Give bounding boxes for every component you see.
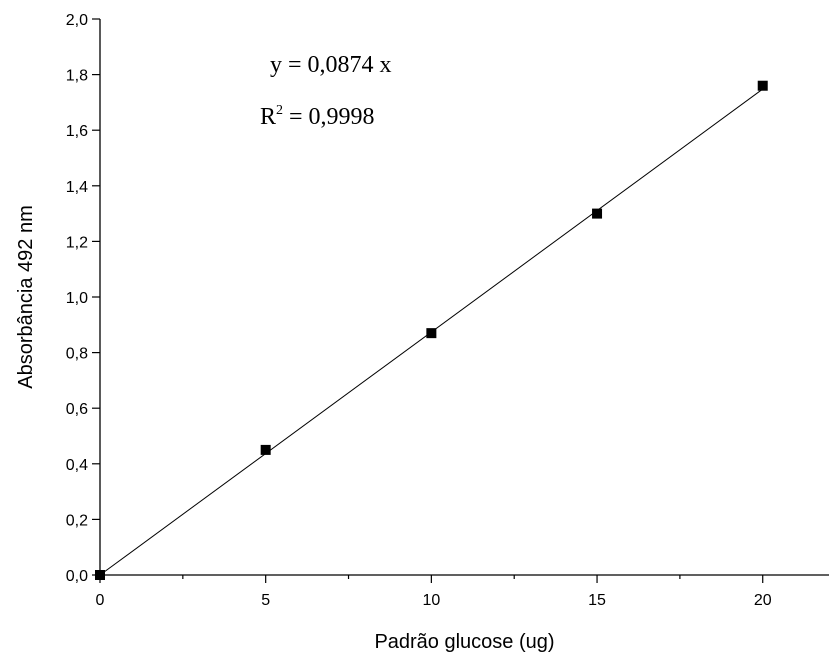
y-tick-label: 2,0: [66, 12, 88, 29]
x-tick-label: 5: [261, 592, 270, 609]
equation-annotation: y = 0,0874 x: [270, 52, 392, 78]
r2-exponent: 2: [276, 103, 283, 118]
data-point: [260, 444, 271, 455]
y-tick-label: 1,2: [66, 234, 88, 251]
y-ticks: 0,0 0,2 0,4 0,6 0,8 1,0 1,2 1,4 1,6 1,8 2,0: [66, 12, 100, 585]
y-axis-title: Absorbância 492 nm: [15, 205, 37, 388]
axes: [99, 19, 829, 576]
data-point: [95, 570, 105, 580]
r2-prefix: R: [260, 104, 276, 130]
y-tick-label: 1,0: [66, 290, 88, 307]
y-tick-label: 1,6: [66, 123, 88, 140]
x-tick-label: 10: [422, 592, 440, 609]
r2-value: = 0,9998: [283, 104, 375, 130]
y-tick-label: 0,8: [66, 346, 88, 363]
y-tick-label: 0,6: [66, 401, 88, 418]
x-tick-label: 0: [96, 592, 105, 609]
data-points: [95, 80, 768, 580]
y-tick-label: 0,2: [66, 512, 88, 529]
y-tick-label: 1,4: [66, 179, 88, 196]
x-ticks: 0 5 10 15 20: [96, 575, 772, 609]
y-tick-label: 0,4: [66, 457, 88, 474]
x-axis-title: Padrão glucose (ug): [374, 631, 554, 653]
r-squared-annotation: R2 = 0,9998: [260, 103, 375, 130]
x-tick-label: 15: [588, 592, 606, 609]
data-point: [426, 328, 437, 339]
y-tick-label: 1,8: [66, 68, 88, 85]
data-point: [592, 208, 603, 219]
y-tick-label: 0,0: [66, 568, 88, 585]
data-point: [757, 80, 768, 91]
x-tick-label: 20: [754, 592, 772, 609]
